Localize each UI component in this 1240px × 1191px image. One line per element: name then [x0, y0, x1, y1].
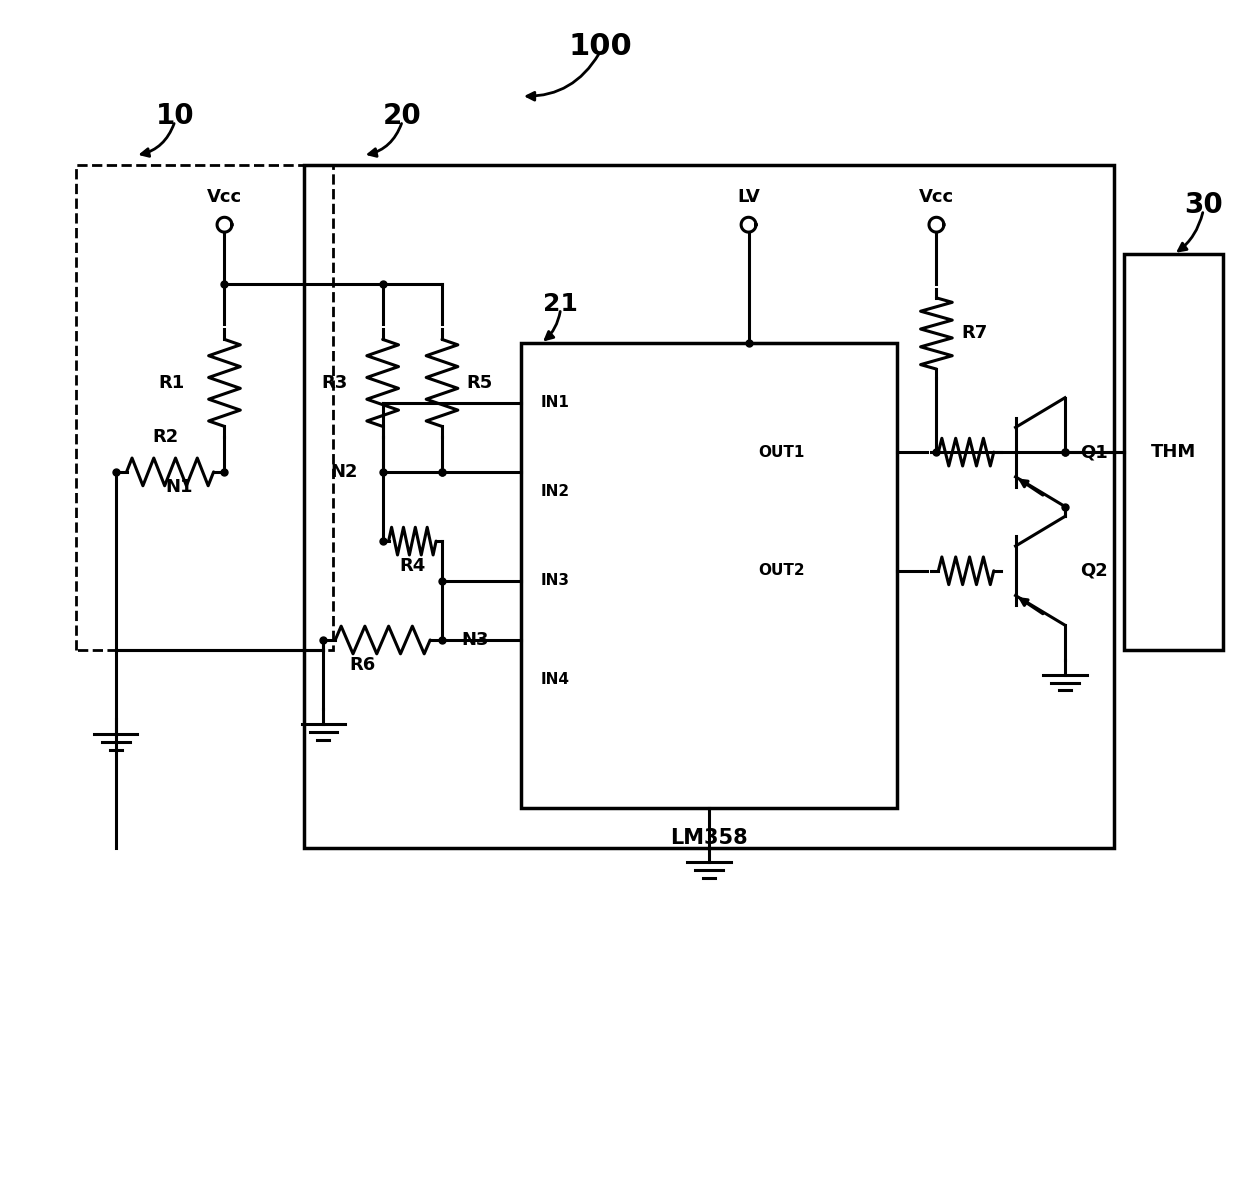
- Text: Q2: Q2: [1080, 562, 1107, 580]
- Text: N3: N3: [461, 631, 490, 649]
- Text: 21: 21: [543, 292, 578, 316]
- Text: N1: N1: [165, 478, 192, 495]
- Text: LV: LV: [737, 188, 760, 206]
- Text: OUT2: OUT2: [759, 563, 805, 579]
- Text: THM: THM: [1151, 443, 1197, 461]
- Text: 20: 20: [383, 102, 422, 130]
- Text: 10: 10: [156, 102, 195, 130]
- Text: IN2: IN2: [541, 485, 570, 499]
- Text: R6: R6: [350, 656, 376, 674]
- Text: Q1: Q1: [1080, 443, 1107, 461]
- Text: R2: R2: [153, 429, 179, 447]
- Text: 100: 100: [568, 32, 632, 61]
- Text: IN4: IN4: [541, 672, 570, 687]
- Text: R4: R4: [399, 557, 425, 575]
- Text: 30: 30: [1184, 191, 1223, 219]
- Text: IN1: IN1: [541, 395, 569, 410]
- Text: R3: R3: [322, 374, 348, 392]
- Text: N2: N2: [331, 463, 358, 481]
- Text: IN3: IN3: [541, 573, 570, 588]
- Text: Vcc: Vcc: [919, 188, 954, 206]
- Text: LM358: LM358: [670, 828, 748, 848]
- Text: R7: R7: [961, 324, 987, 343]
- Text: R1: R1: [159, 374, 185, 392]
- Text: R5: R5: [466, 374, 494, 392]
- Text: Vcc: Vcc: [207, 188, 242, 206]
- Text: OUT1: OUT1: [759, 444, 805, 460]
